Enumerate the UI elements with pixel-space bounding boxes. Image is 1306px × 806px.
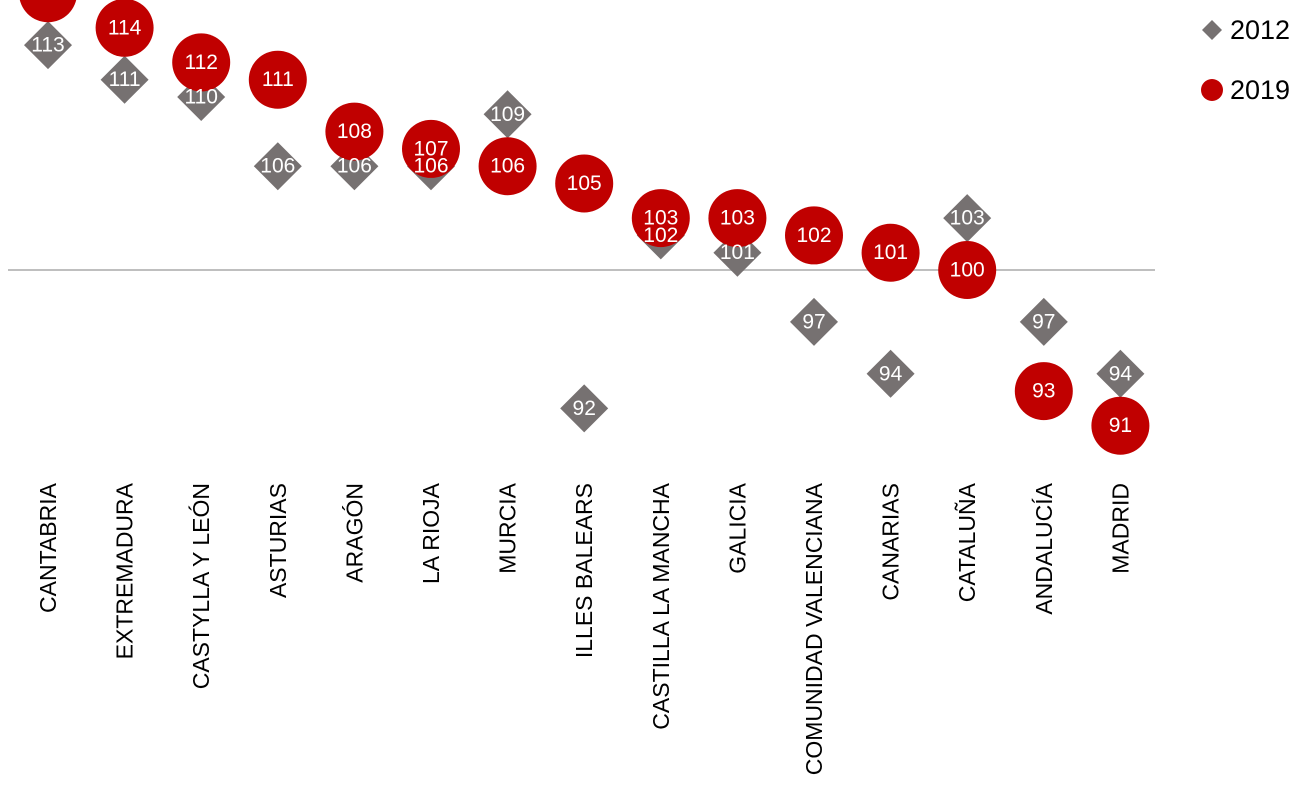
x-axis-labels: CANTABRIA EXTREMADURA CASTYLLA Y LEÓN ASTUR… [35,482,1133,775]
x-tick-label: CASTYLLA Y LEÓN [188,483,214,689]
x-tick-label: MADRID [1107,483,1133,574]
data-label-2012: 102 [643,224,678,247]
point-2019 [1091,396,1150,455]
x-tick-label: ARAGÓN [341,483,367,583]
data-label-2012: 97 [1032,310,1055,333]
point-2019 [861,223,920,282]
data-label-2012: 109 [490,103,525,126]
x-tick-label: COMUNIDAD VALENCIANA [801,482,827,775]
x-tick-label: CATALUÑA [954,482,980,602]
x-tick-label: ANDALUCÍA [1031,482,1057,614]
series-2019 [19,0,1150,455]
point-2019 [402,119,460,178]
x-tick-label: MURCIA [495,482,521,573]
data-label-2012: 101 [720,241,755,264]
data-label-2019: 103 [720,207,755,230]
point-2019 [478,137,537,196]
data-label-2012: 110 [184,86,217,109]
point-2019 [172,33,231,92]
point-2012 [866,349,915,398]
x-tick-label: ASTURIAS [265,483,291,598]
point-2019 [631,189,690,248]
data-label-2012: 103 [950,207,985,230]
legend-item-2012: 2012 [1202,15,1290,45]
data-label-2019: 108 [337,120,372,143]
data-label-2012: 97 [802,310,825,333]
x-tick-label: ILLES BALEARS [571,483,597,658]
legend-label-2019: 2019 [1230,75,1290,105]
point-2012 [560,384,609,433]
data-label-2019: 105 [567,172,602,195]
data-label-2012: 111 [109,68,141,91]
point-2012 [253,142,302,191]
x-tick-label: EXTREMADURA [112,482,138,659]
data-label-2019: 93 [1032,380,1055,403]
legend-label-2012: 2012 [1230,15,1290,45]
legend-diamond-icon [1202,20,1222,40]
data-label-2019: 100 [950,259,985,282]
data-label-2012: 106 [413,155,448,178]
legend-item-2019: 2019 [1201,75,1290,105]
data-label-2019: 114 [108,16,142,39]
data-label-2012: 113 [31,34,64,57]
point-2019 [785,206,843,265]
point-2012 [483,90,532,139]
data-label-2012: 106 [337,155,372,178]
x-tick-label: CANTABRIA [35,482,61,613]
data-label-2019: 101 [873,241,908,264]
point-2012 [100,55,149,104]
point-2019 [555,154,614,213]
x-tick-label: GALICIA [724,482,750,573]
data-label-2019: 102 [796,224,831,247]
x-tick-label: CASTILLA LA MANCHA [648,482,674,729]
data-label-2012: 94 [879,362,903,385]
point-2012 [943,194,992,243]
point-2012 [1096,349,1145,398]
legend-circle-icon [1201,79,1223,101]
data-label-2012: 106 [260,155,295,178]
data-label-2019: 111 [262,68,294,91]
x-tick-label: LA RIOJA [418,482,444,584]
point-2019 [95,0,154,57]
legend: 2012 2019 [1201,15,1290,105]
point-2019 [708,189,767,248]
point-2012 [790,297,838,346]
data-label-2019: 103 [643,207,678,230]
point-2019 [19,0,77,23]
data-label-2019: 91 [1109,414,1132,437]
point-2019 [938,241,997,299]
point-2019 [248,50,307,109]
data-label-2019: 106 [490,155,525,178]
data-label-2012: 92 [573,397,596,420]
data-label-2019: 112 [184,51,217,74]
point-2012 [1019,297,1068,346]
data-label-2019: 107 [413,137,448,160]
point-2012 [24,21,72,70]
point-2019 [325,102,384,161]
point-2019 [1014,362,1073,421]
x-tick-label: CANARIAS [878,483,904,601]
data-labels: 113 111 110 106 106 106 109 92 102 101 97 94 103 97 94… [31,0,1132,437]
data-label-2019: 116 [31,0,64,5]
data-label-2012: 94 [1109,362,1133,385]
